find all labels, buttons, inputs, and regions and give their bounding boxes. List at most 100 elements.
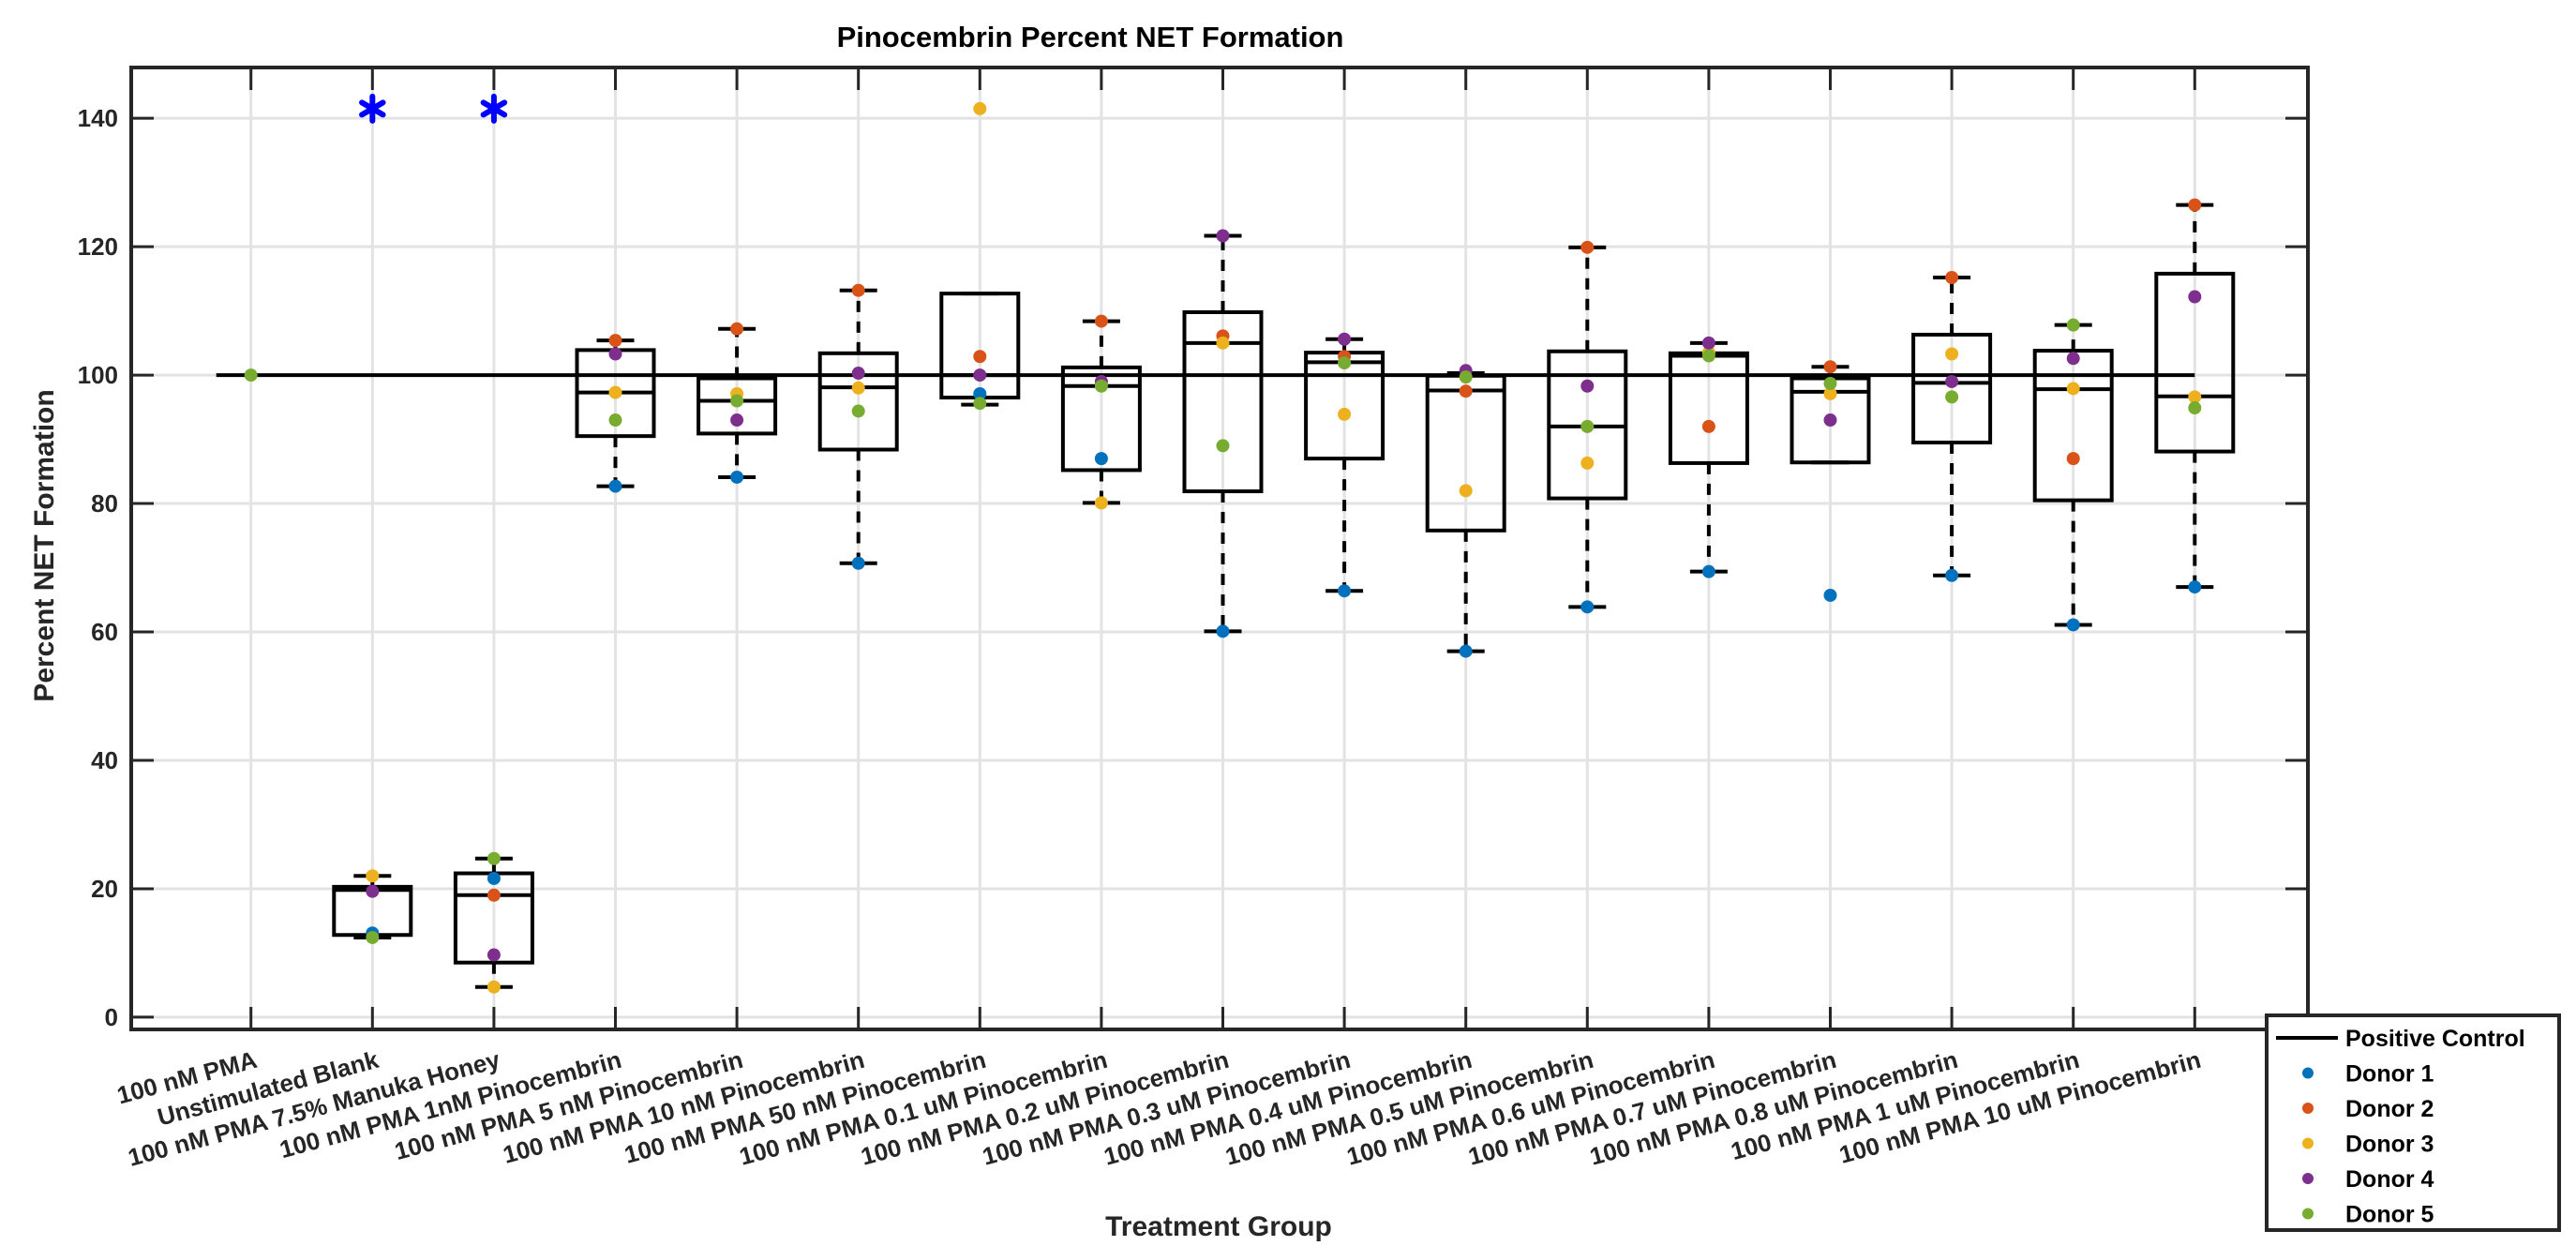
y-tick-label: 100 [78,361,118,389]
axes-frame [129,66,2310,1031]
donor-4-point [366,884,380,898]
donor-2-point [1580,240,1595,254]
donor-3-point [1459,484,1473,498]
donor-5-point [1094,379,1108,393]
plot-area [131,68,2308,1029]
donor-2-point [487,888,501,902]
donor-1-point [1459,644,1473,658]
donor-2-point [1459,384,1473,398]
donor-5-point [973,397,987,411]
legend-dot-swatch [2302,1173,2314,1184]
box-iqr [2154,271,2236,454]
legend-label: Donor 4 [2345,1166,2434,1193]
y-tick-label: 0 [105,1003,118,1031]
legend: Positive Control Donor 1 Donor 2 Donor 3 Don… [2265,1013,2561,1232]
donor-4-point [2188,290,2202,304]
donor-5-point [608,413,622,428]
donor-1-point [1216,624,1230,638]
donor-1-point [1338,584,1352,598]
donor-1-point [608,479,622,493]
donor-5-point [366,930,380,944]
legend-item: Donor 4 [2302,1166,2434,1193]
box-iqr [1060,365,1142,473]
donor-5-point [2188,401,2202,415]
donor-4-point [730,413,744,428]
donor-1-point [1945,568,1959,582]
asterisk-stroke [480,99,508,118]
y-tick-label: 60 [91,618,118,646]
box-plot [817,288,899,565]
donor-5-point [730,394,744,408]
donor-5-point [487,851,501,865]
donor-4-point [1945,374,1959,388]
donor-points [244,101,2202,994]
donor-1-point [1823,588,1837,602]
donor-4-point [1580,379,1595,393]
y-tick-label: 80 [91,489,118,518]
donor-4-point [1823,413,1837,428]
box-iqr [1182,309,1264,494]
legend-label: Donor 3 [2345,1132,2434,1158]
donor-5-point [1701,349,1715,363]
legend-label: Positive Control [2345,1026,2525,1052]
donor-1-point [1094,452,1108,466]
axes [129,66,2310,1031]
box-iqr [817,351,899,452]
legend-label: Donor 5 [2345,1202,2434,1228]
donor-1-point [2066,618,2080,632]
donor-3-point [1094,496,1108,510]
donor-4-point [973,368,987,383]
donor-1-point [2188,580,2202,594]
grid-lines [131,68,2308,1029]
donor-1-point [1701,564,1715,578]
y-axis-label: Percent NET Formation [29,389,60,701]
legend-label: Donor 1 [2345,1061,2434,1088]
donor-3-point [2188,390,2202,404]
donor-4-point [487,948,501,962]
donor-3-point [366,869,380,883]
box-plot [1547,245,1628,609]
donor-3-point [2066,382,2080,396]
donor-2-point [851,283,865,297]
donor-3-point [1580,456,1595,470]
donor-2-point [730,322,744,336]
donor-2-point [1945,271,1959,285]
box-iqr [2032,349,2114,503]
box-iqr [1911,332,1993,445]
donor-5-point [244,368,258,383]
legend-item: Donor 3 [2302,1132,2434,1158]
significance-markers [359,93,508,124]
donor-4-point [1216,229,1230,243]
boxes [332,203,2236,989]
donor-4-point [608,347,622,361]
significance-asterisk [480,93,508,124]
donor-1-point [973,386,987,400]
donor-1-point [487,871,501,885]
legend-box [2265,1013,2561,1232]
donor-4-point [2066,352,2080,366]
box-iqr [696,376,778,436]
donor-2-point [608,334,622,348]
donor-5-point [1945,390,1959,404]
donor-4-point [1701,336,1715,350]
donor-2-point [2066,452,2080,466]
donor-1-point [1580,600,1595,614]
legend-dot-swatch [2302,1137,2314,1149]
donor-5-point [1459,370,1473,384]
legend-item: Donor 2 [2302,1096,2434,1122]
donor-2-point [1823,360,1837,374]
chart-title: Pinocembrin Percent NET Formation [837,21,1344,53]
legend-dot-swatch [2302,1208,2314,1220]
donor-3-point [973,101,987,115]
donor-3-point [608,385,622,399]
significance-asterisk [359,93,386,124]
donor-5-point [1580,419,1595,433]
donor-5-point [2066,318,2080,332]
donor-1-point [851,556,865,570]
donor-3-point [487,980,501,994]
donor-4-point [851,367,865,381]
donor-3-point [1823,386,1837,400]
donor-5-point [851,404,865,418]
